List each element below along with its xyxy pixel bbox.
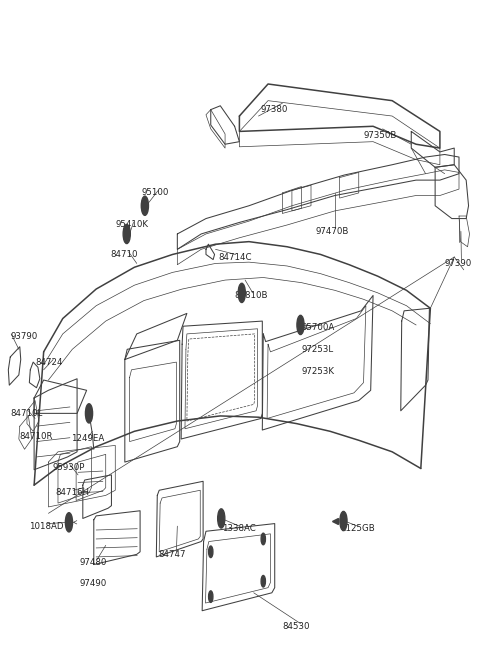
Circle shape [261,576,265,587]
Text: 97390: 97390 [444,259,472,268]
Text: 95410K: 95410K [115,221,148,229]
Text: 84530: 84530 [282,622,310,631]
Text: 84747: 84747 [158,550,186,559]
Text: 84716H: 84716H [56,489,90,497]
Text: 1249EA: 1249EA [72,434,105,443]
Text: 84710: 84710 [110,250,138,259]
Text: 1338AC: 1338AC [222,524,255,533]
Circle shape [217,509,225,528]
Text: 97350B: 97350B [363,131,397,140]
Text: 97490: 97490 [80,579,107,588]
Circle shape [297,315,304,335]
Text: 95100: 95100 [142,189,169,197]
Text: 93790: 93790 [10,332,37,341]
Circle shape [209,546,213,557]
Text: 1125GB: 1125GB [340,524,374,533]
Circle shape [209,591,213,603]
Circle shape [261,533,265,545]
Text: 97253K: 97253K [301,367,335,375]
Text: 84710L: 84710L [10,409,43,418]
Text: 95700A: 95700A [301,323,335,332]
Text: 84810B: 84810B [235,291,268,300]
Circle shape [85,403,93,423]
Text: 84714C: 84714C [218,253,252,261]
Circle shape [340,512,347,531]
Text: 84710R: 84710R [20,432,53,441]
Text: 95930P: 95930P [52,462,84,472]
Text: 97253L: 97253L [301,345,334,354]
Text: 97470B: 97470B [316,227,349,236]
Text: 1018AD: 1018AD [29,521,64,531]
Text: 97480: 97480 [80,557,107,567]
Text: 84724: 84724 [36,358,63,367]
Circle shape [141,196,148,215]
Text: 97380: 97380 [261,105,288,114]
Circle shape [238,283,245,303]
Circle shape [123,224,130,244]
Circle shape [65,513,72,532]
